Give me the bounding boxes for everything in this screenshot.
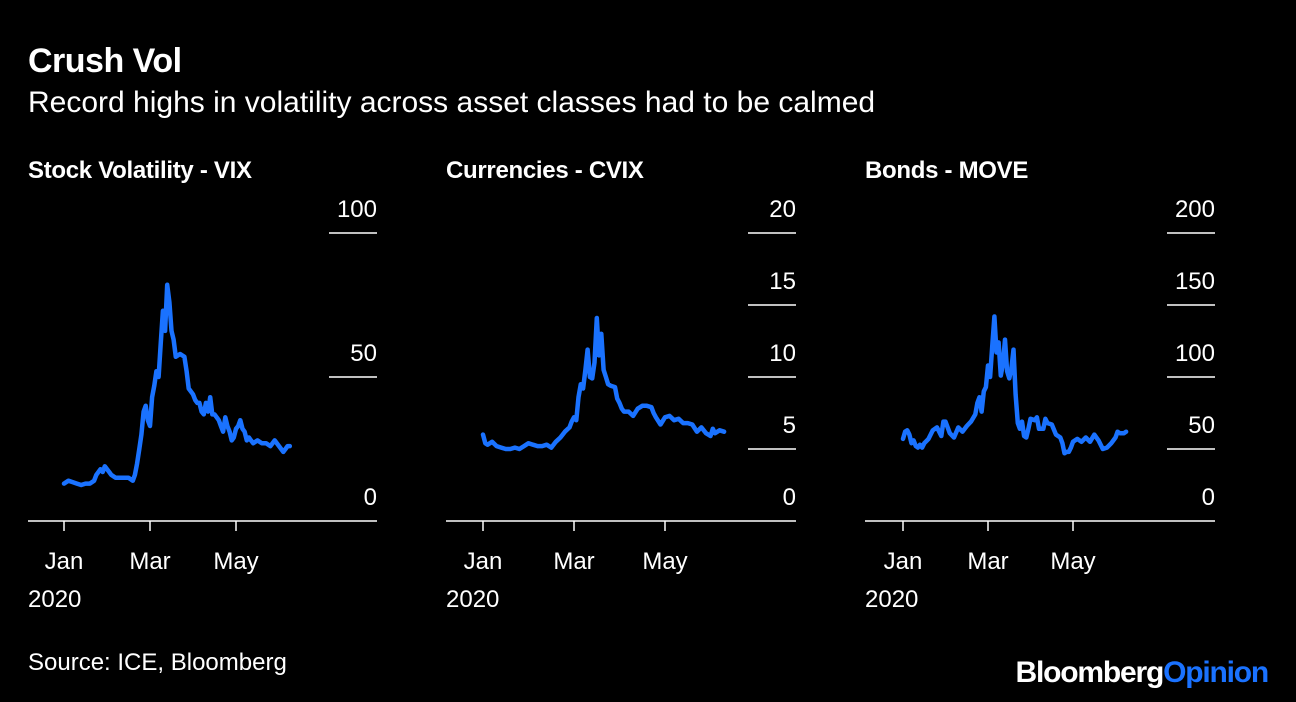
y-tick-label-cvix-20: 20 — [769, 196, 796, 223]
x-tick-label-move-mar: Mar — [967, 548, 1008, 575]
panel-title-vix: Stock Volatility - VIX — [28, 157, 252, 184]
chart-title: Crush Vol — [28, 42, 182, 80]
y-tick-label-cvix-0: 0 — [783, 484, 796, 511]
chart-subtitle: Record highs in volatility across asset … — [28, 86, 876, 119]
y-tick-label-vix-0: 0 — [364, 484, 377, 511]
y-tick-label-cvix-10: 10 — [769, 340, 796, 367]
panel-title-move: Bonds - MOVE — [865, 157, 1029, 184]
x-tick-label-move-jan: Jan — [884, 548, 923, 575]
x-year-label-move: 2020 — [865, 586, 918, 613]
brand-bloomberg: Bloomberg — [1015, 656, 1165, 689]
series-line-vix — [61, 282, 293, 488]
source-note: Source: ICE, Bloomberg — [28, 649, 287, 676]
y-tick-label-vix-100: 100 — [337, 196, 377, 223]
x-year-label-vix: 2020 — [28, 586, 81, 613]
series-line-cvix — [480, 315, 727, 452]
y-tick-label-cvix-15: 15 — [769, 268, 796, 295]
y-tick-label-move-0: 0 — [1202, 484, 1215, 511]
series-line-move — [900, 314, 1129, 456]
x-tick-label-cvix-jan: Jan — [464, 548, 503, 575]
y-tick-label-move-100: 100 — [1175, 340, 1215, 367]
x-tick-label-vix-jan: Jan — [45, 548, 84, 575]
x-tick-label-vix-mar: Mar — [129, 548, 170, 575]
x-year-label-cvix: 2020 — [446, 586, 499, 613]
y-tick-label-vix-50: 50 — [350, 340, 377, 367]
y-tick-label-cvix-5: 5 — [783, 412, 796, 439]
bloomberg-opinion-logo: BloombergOpinion — [1015, 656, 1270, 690]
y-tick-label-move-50: 50 — [1188, 412, 1215, 439]
x-tick-label-cvix-mar: Mar — [553, 548, 594, 575]
x-tick-label-cvix-may: May — [642, 548, 687, 575]
x-tick-label-move-may: May — [1050, 548, 1095, 575]
brand-opinion: Opinion — [1163, 656, 1269, 689]
panel-title-cvix: Currencies - CVIX — [446, 157, 644, 184]
x-tick-label-vix-may: May — [213, 548, 258, 575]
y-tick-label-move-150: 150 — [1175, 268, 1215, 295]
y-tick-label-move-200: 200 — [1175, 196, 1215, 223]
